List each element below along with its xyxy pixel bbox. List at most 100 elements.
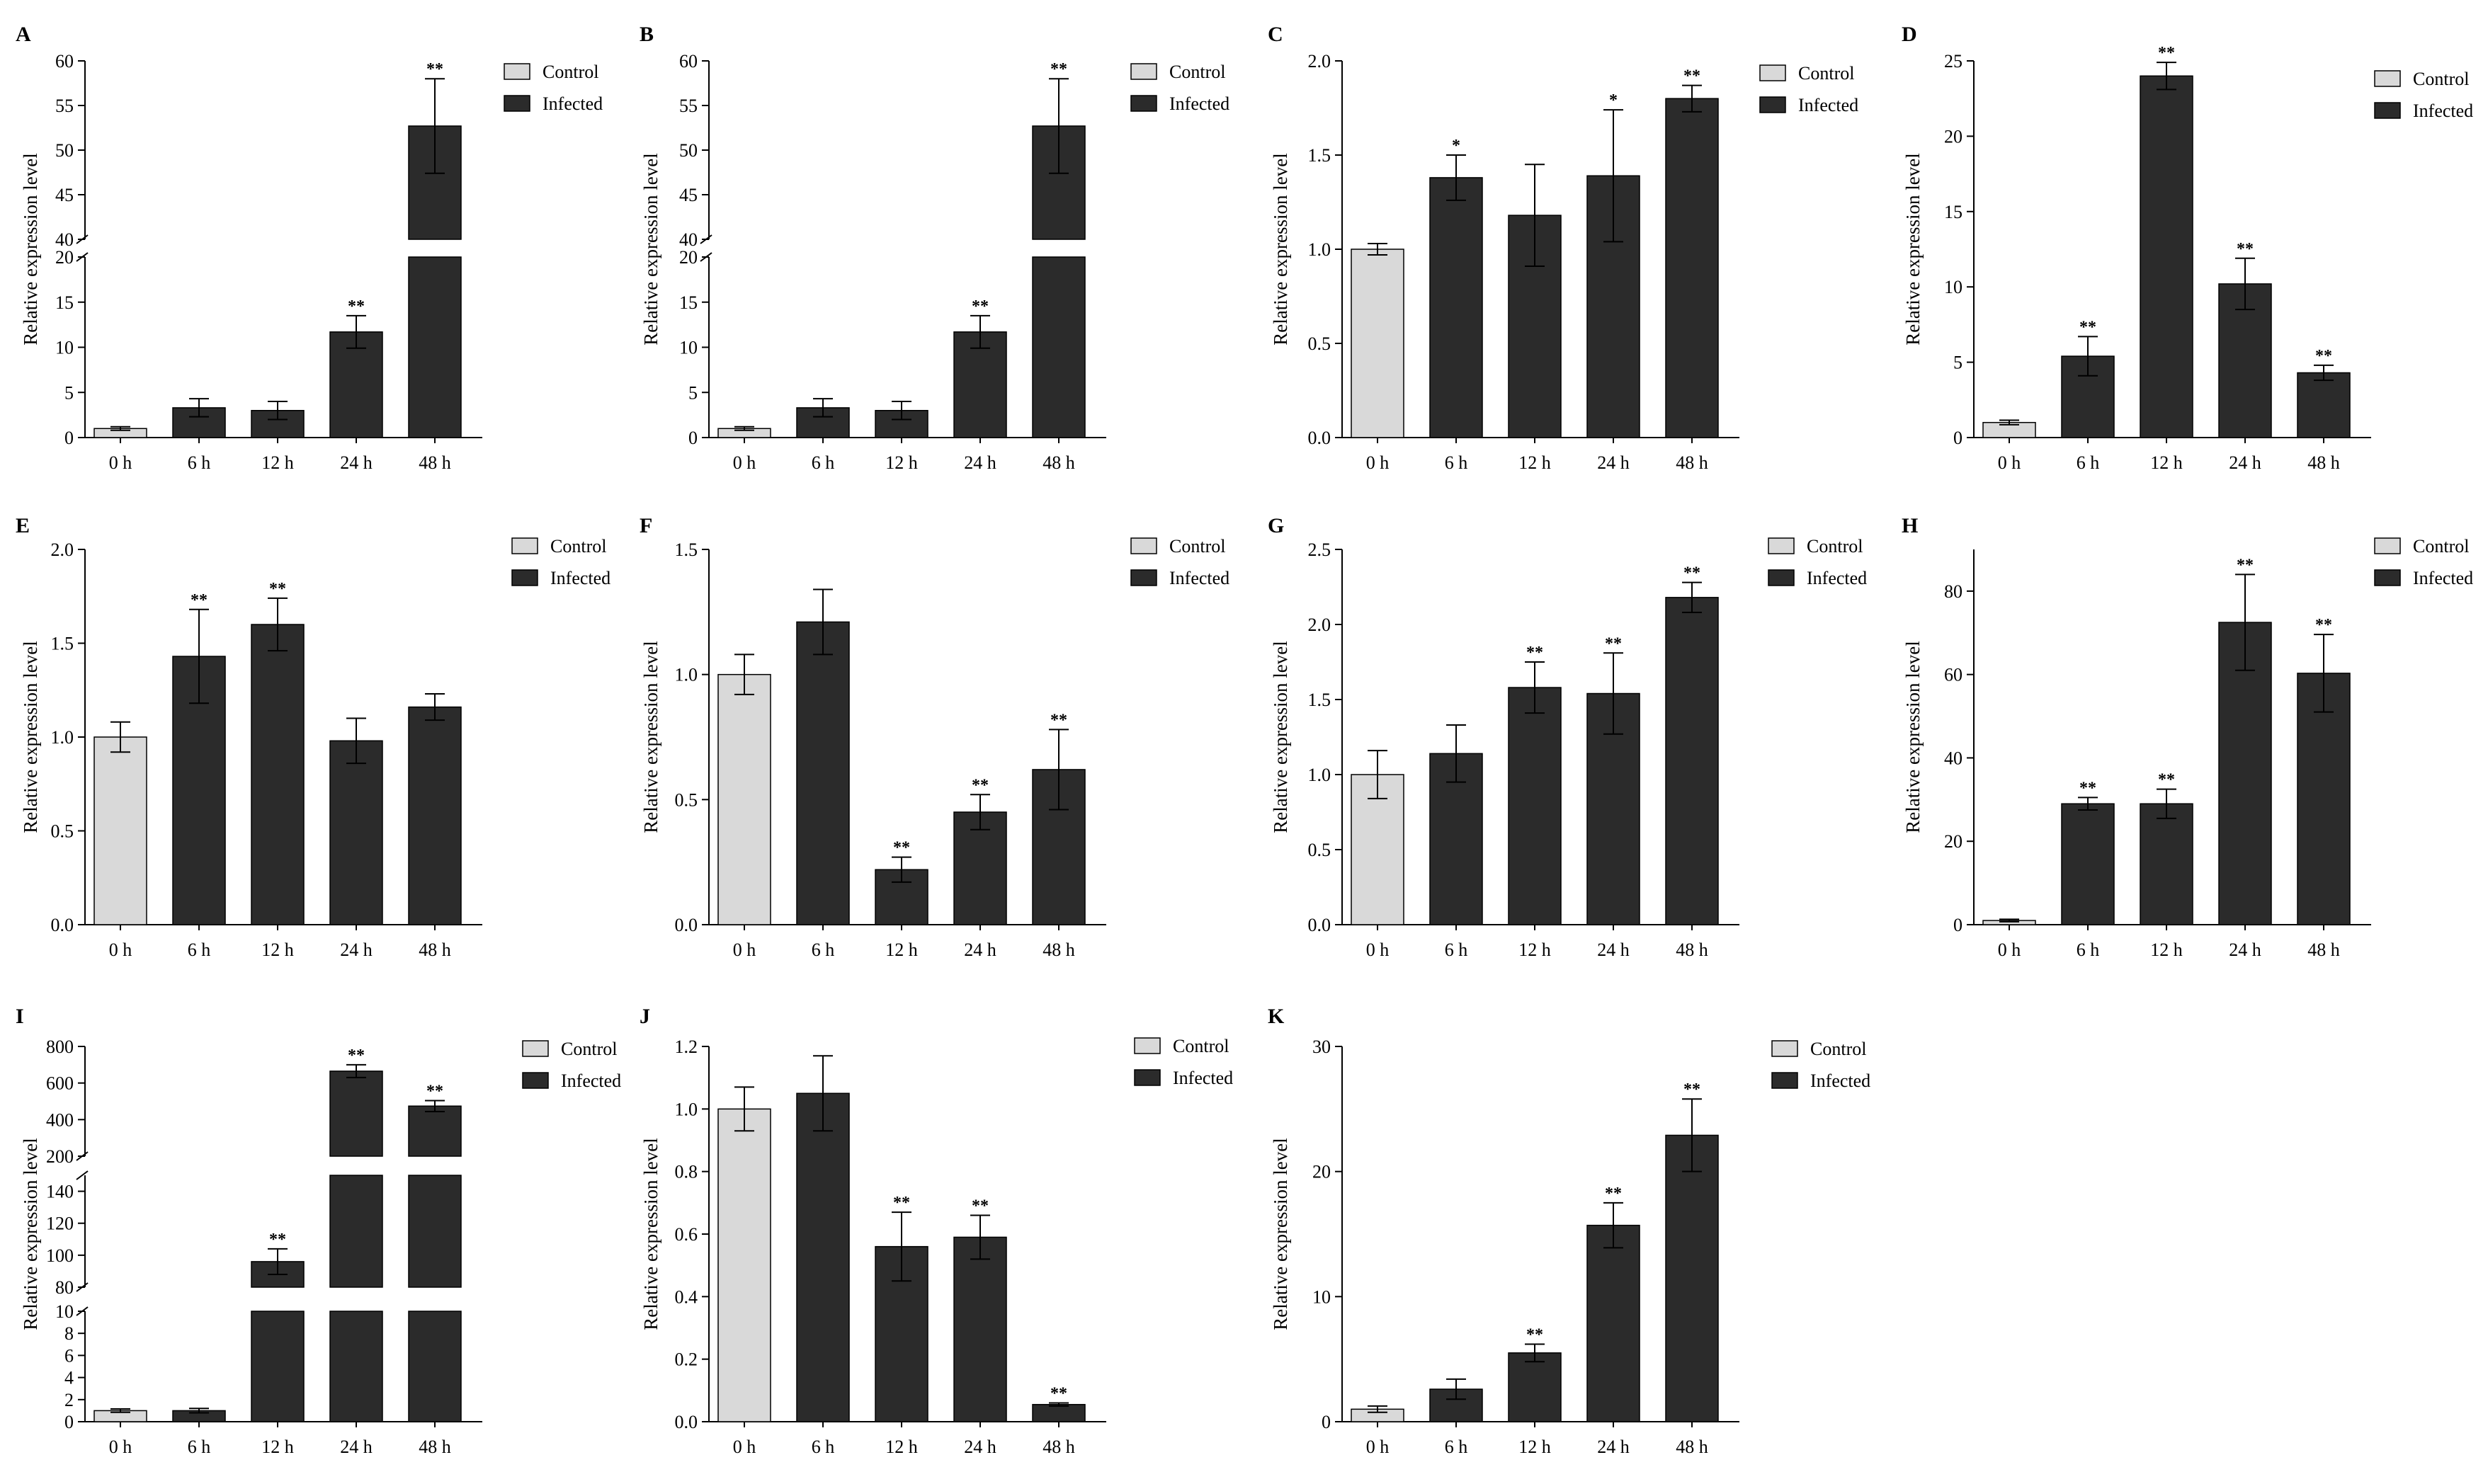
y-tick-label: 60 <box>679 51 698 72</box>
panel-letter: F <box>640 514 652 537</box>
y-tick-label: 10 <box>1944 277 1962 297</box>
y-tick-label: 0.5 <box>675 789 698 810</box>
bar <box>329 1175 383 1288</box>
y-tick-label: 80 <box>55 1277 74 1298</box>
legend-swatch <box>1768 537 1795 554</box>
panel-letter: G <box>1268 514 1284 537</box>
y-tick-label: 800 <box>46 1037 74 1057</box>
legend-swatch <box>511 537 538 554</box>
legend: Control Infected <box>522 1039 621 1091</box>
bar <box>953 811 1007 925</box>
x-tick-label: 12 h <box>261 940 294 960</box>
x-tick-label: 24 h <box>340 1437 373 1457</box>
x-tick-label: 6 h <box>188 1437 211 1457</box>
y-tick-label: 55 <box>679 96 698 116</box>
y-tick-label: 10 <box>55 1301 74 1322</box>
bar <box>1586 1224 1640 1422</box>
y-tick-label: 0.5 <box>51 821 74 842</box>
panel-e: E Relative expression level 0.0 0.5 1.0 1.5 2.… <box>16 514 610 960</box>
y-tick-label: 0.0 <box>1308 428 1331 448</box>
y-tick-label: 10 <box>55 338 74 358</box>
axis-break-mark <box>76 1282 89 1292</box>
panel-d: D Relative expression level 0 5 10 15 20 25 0 h *… <box>1902 23 2473 473</box>
y-tick-label: 45 <box>55 185 74 205</box>
legend-label: Infected <box>1810 1071 1870 1091</box>
bar <box>1665 1134 1719 1422</box>
legend-swatch <box>2374 569 2401 586</box>
y-tick-label: 80 <box>1944 581 1962 602</box>
y-tick-label: 20 <box>1312 1162 1331 1182</box>
legend-label: Infected <box>1169 93 1229 114</box>
y-tick-label: 2.0 <box>1308 51 1331 72</box>
y-tick-label: 1.5 <box>1308 690 1331 710</box>
x-tick-label: 6 h <box>188 940 211 960</box>
y-tick-label: 0 <box>1953 915 1962 935</box>
x-tick-label: 12 h <box>2150 940 2183 960</box>
x-tick-label: 6 h <box>188 452 211 473</box>
panel-letter: B <box>640 23 654 46</box>
legend-swatch <box>1771 1072 1798 1089</box>
panel-letter: I <box>16 1005 24 1028</box>
y-tick-label: 0.0 <box>51 915 74 935</box>
bar <box>953 1236 1007 1422</box>
legend-swatch <box>504 63 530 80</box>
panel-letter: A <box>16 23 31 46</box>
x-tick-label: 24 h <box>964 452 996 473</box>
x-tick-label: 24 h <box>1597 1437 1630 1457</box>
x-tick-label: 48 h <box>1676 940 1708 960</box>
x-tick-label: 12 h <box>885 452 918 473</box>
legend-label: Infected <box>2413 101 2473 121</box>
x-tick-label: 48 h <box>1676 452 1708 473</box>
significance-label: ** <box>348 297 365 316</box>
x-tick-label: 24 h <box>2229 940 2261 960</box>
x-tick-label: 12 h <box>1518 452 1551 473</box>
x-tick-label: 0 h <box>109 452 132 473</box>
bar <box>1032 1403 1086 1422</box>
significance-label: ** <box>1605 634 1622 653</box>
y-tick-label: 200 <box>46 1146 74 1167</box>
legend-swatch <box>1134 1069 1161 1086</box>
significance-label: ** <box>2237 240 2254 258</box>
x-tick-label: 12 h <box>261 1437 294 1457</box>
legend-swatch <box>504 95 530 112</box>
x-tick-label: 6 h <box>812 452 835 473</box>
legend-swatch <box>1768 569 1795 586</box>
x-tick-label: 0 h <box>1366 1437 1390 1457</box>
significance-label: ** <box>1683 67 1700 86</box>
legend: Control Infected <box>1771 1039 1870 1091</box>
y-tick-label: 30 <box>1312 1037 1331 1057</box>
legend-swatch <box>1771 1040 1798 1057</box>
x-tick-label: 24 h <box>1597 940 1630 960</box>
y-tick-label: 6 <box>64 1345 74 1366</box>
x-tick-label: 12 h <box>885 940 918 960</box>
y-tick-label: 600 <box>46 1073 74 1094</box>
y-tick-label: 0.2 <box>675 1349 698 1370</box>
bar <box>408 256 462 438</box>
significance-label: ** <box>2158 44 2175 62</box>
x-tick-label: 24 h <box>964 1437 996 1457</box>
y-tick-label: 60 <box>55 51 74 72</box>
legend-label: Infected <box>561 1071 621 1091</box>
y-tick-label: 0 <box>688 428 698 448</box>
y-tick-label: 1.0 <box>675 1099 698 1119</box>
y-tick-label: 4 <box>64 1368 74 1388</box>
x-tick-label: 24 h <box>2229 452 2261 473</box>
y-axis-label: Relative expression level <box>1902 153 1924 345</box>
y-tick-label: 0 <box>1953 428 1962 448</box>
y-tick-label: 0.0 <box>1308 915 1331 935</box>
significance-label: ** <box>1526 1325 1543 1344</box>
y-tick-label: 100 <box>46 1245 74 1266</box>
y-tick-label: 0.6 <box>675 1224 698 1245</box>
legend-label: Control <box>1798 63 1854 84</box>
y-tick-label: 2.5 <box>1308 540 1331 560</box>
y-axis-label: Relative expression level <box>1902 641 1924 833</box>
significance-label: ** <box>972 297 989 316</box>
y-tick-label: 1.0 <box>1308 239 1331 260</box>
legend-swatch <box>1134 1037 1161 1054</box>
significance-label: ** <box>426 1082 443 1100</box>
panel-letter: C <box>1268 23 1283 46</box>
bar <box>1351 249 1404 438</box>
